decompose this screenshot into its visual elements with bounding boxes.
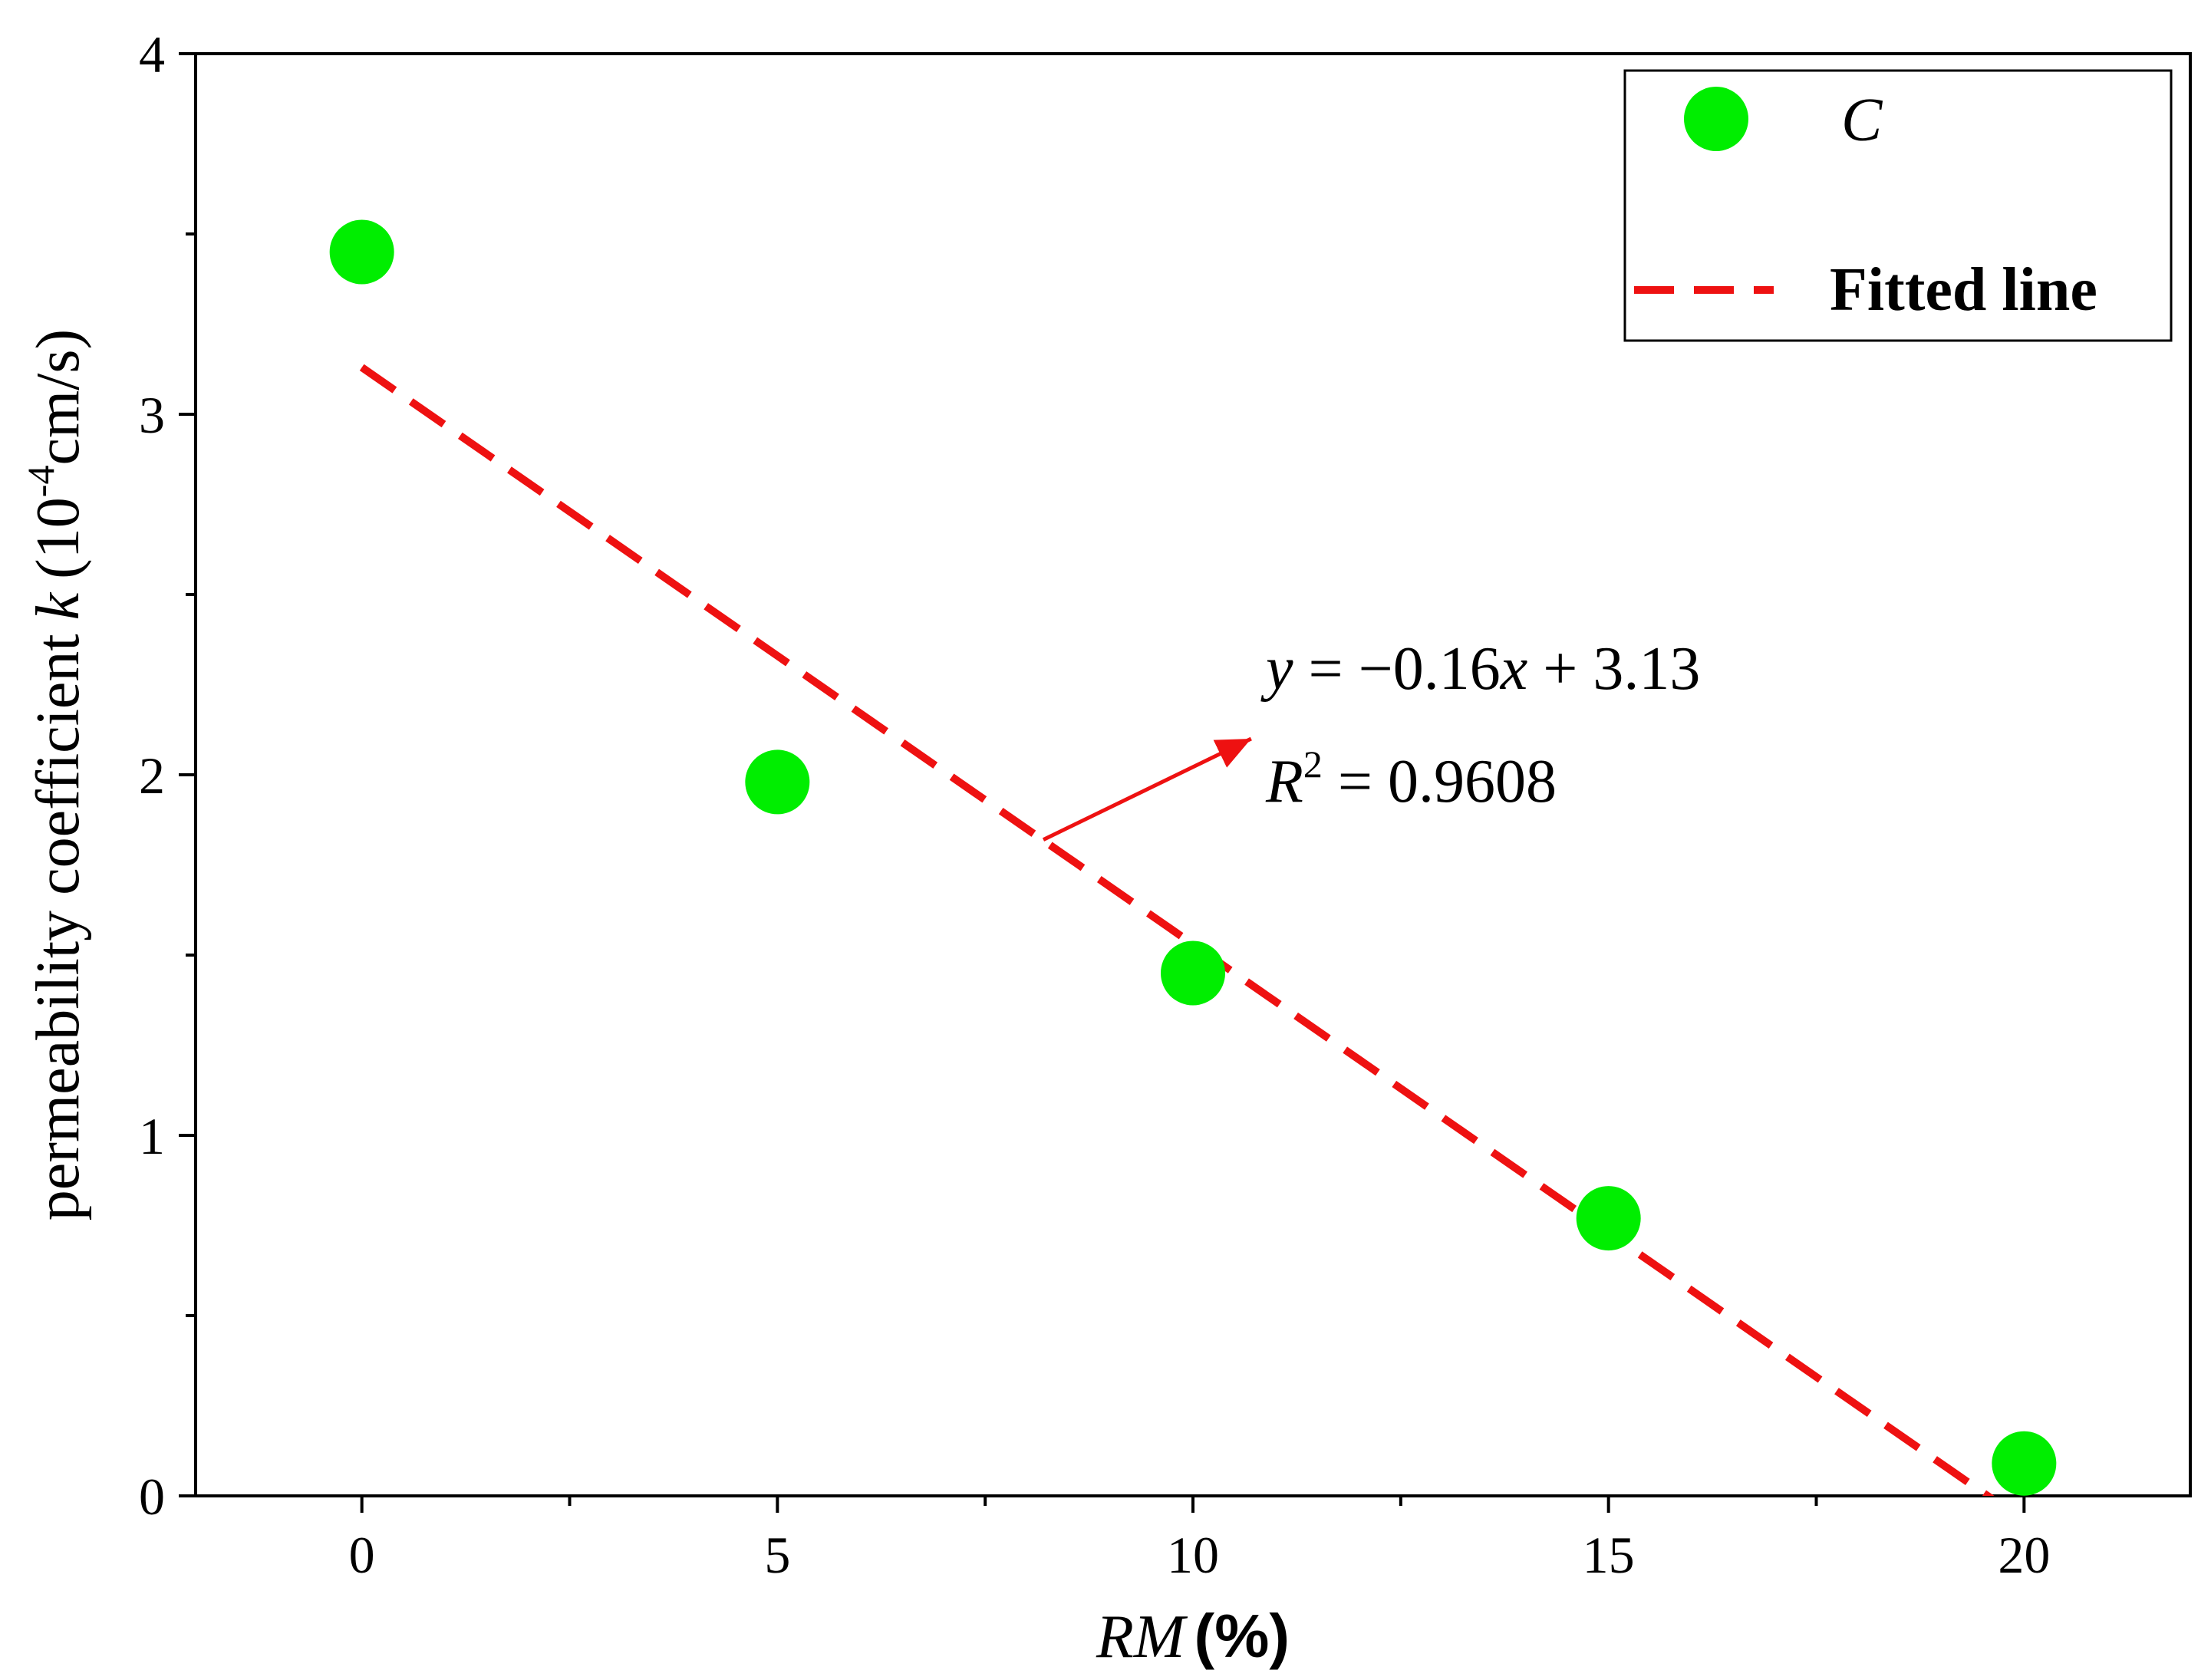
y-tick-label: 0 (139, 1468, 165, 1526)
legend: C Fitted line (1623, 69, 2173, 342)
x-tick-label: 15 (1583, 1526, 1635, 1584)
data-point (329, 219, 394, 285)
r-squared-text: R2 = 0.9608 (1265, 743, 1557, 815)
y-axis: 0 1 2 3 4 (139, 25, 196, 1526)
annotation-arrow (1042, 736, 1252, 842)
fit-annotation: y = −0.16x + 3.13 R2 = 0.9608 (1042, 635, 1700, 842)
x-tick-label: 0 (349, 1526, 375, 1584)
data-point (745, 749, 810, 815)
y-tick-label: 3 (139, 386, 165, 444)
legend-label-c: C (1841, 87, 1883, 154)
equation-text: y = −0.16x + 3.13 (1260, 635, 1700, 703)
fitted-line (359, 364, 1995, 1496)
legend-label-fitted: Fitted line (1830, 256, 2097, 324)
x-tick-label: 10 (1167, 1526, 1219, 1584)
x-tick-label: 20 (1998, 1526, 2050, 1584)
y-tick-label: 4 (139, 25, 165, 84)
legend-marker-c (1684, 87, 1748, 151)
series-layer (329, 219, 2057, 1496)
data-point (1161, 940, 1225, 1006)
y-axis-title: permeability coefficientk(10-4cm/s) (19, 329, 92, 1220)
y-tick-label: 2 (139, 746, 165, 805)
x-axis-title: RM (%) (1096, 1602, 1290, 1671)
data-point (1992, 1431, 2057, 1496)
y-tick-label: 1 (139, 1107, 165, 1165)
data-point (1576, 1186, 1641, 1251)
x-axis: 0 5 10 15 20 (349, 1496, 2050, 1584)
x-tick-label: 5 (764, 1526, 790, 1584)
